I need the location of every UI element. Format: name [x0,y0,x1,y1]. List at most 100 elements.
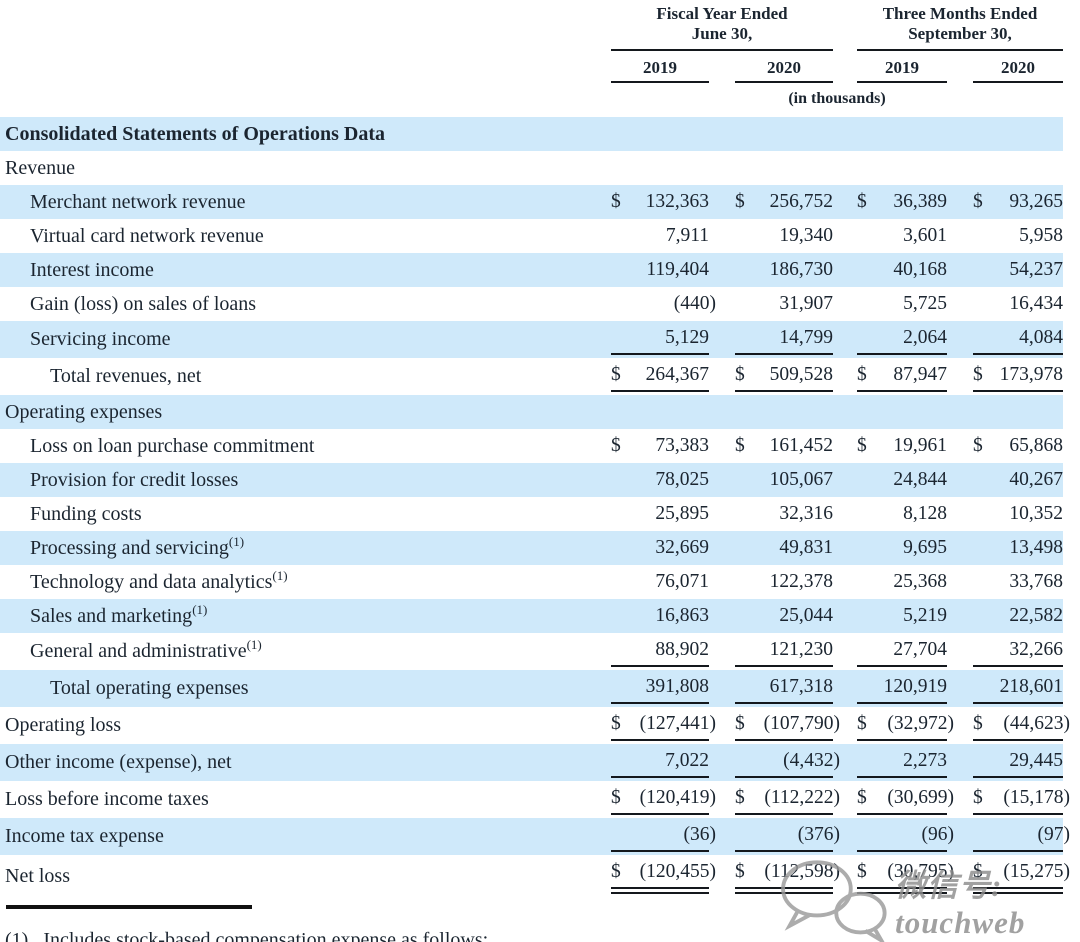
table-row: Revenue [0,151,1063,185]
cell-value: 40,267 [1009,469,1063,490]
row-label: Revenue [5,156,75,179]
row-label: Loss on loan purchase commitment [30,434,315,457]
row-label: Income tax expense [5,825,164,847]
table-row: Technology and data analytics(1) 76,071 … [0,565,1063,599]
cell-value [611,399,709,426]
footnote-text-clipped: (1) Includes stock-based compensation ex… [5,929,489,942]
row-label: Consolidated Statements of Operations Da… [5,122,385,145]
column-group-title: Fiscal Year Ended June 30, [611,4,833,51]
cell-value: 16,863 [655,605,709,626]
cell-value: $ (32,972) [857,710,954,741]
table-row: Virtual card network revenue 7,911 19,34… [0,219,1063,253]
cell-value: 25,368 [893,571,947,592]
row-label: General and administrative(1) [30,637,262,662]
row-label: Servicing income [30,328,171,350]
cell-value: (97) [973,821,1070,852]
cell-value: 32,669 [655,537,709,558]
cell-value: $ (120,419) [611,784,716,815]
column-group-fiscal-year: Fiscal Year Ended June 30, 2019 2020 [611,4,833,83]
cell-value: $ (15,275) [973,858,1070,894]
cell-value: 24,844 [893,469,947,490]
wechat-icon [781,860,887,942]
table-row: Operating expenses [0,395,1063,429]
cell-value: $509,528 [735,361,833,392]
cell-value: 2,064 [857,324,947,355]
cell-value: 49,831 [779,537,833,558]
cell-value: 122,378 [769,571,833,592]
cell-value: 9,695 [903,537,947,558]
cell-value [611,121,709,148]
table-row: Gain (loss) on sales of loans (440) 31,9… [0,287,1063,321]
cell-value: 88,902 [611,636,709,667]
cell-value: $ (120,455) [611,858,716,894]
row-label: Gain (loss) on sales of loans [30,292,257,315]
cell-value: 8,128 [903,503,947,524]
table-row: Income tax expense (36) (376) (96) (97) [0,818,1070,855]
cell-value: $161,452 [735,435,833,456]
row-label: Loss before income taxes [5,788,209,810]
row-label: Total revenues, net [50,365,202,387]
table-row: Loss before income taxes $ (120,419) $ (11… [0,781,1070,818]
cell-value [857,121,947,148]
cell-value: 120,919 [857,673,947,704]
cell-value: 32,316 [779,503,833,524]
cell-value: 22,582 [1009,605,1063,626]
column-group-three-months: Three Months Ended September 30, 2019 20… [857,4,1063,83]
table-row: Servicing income 5,129 14,799 2,064 4,08… [0,321,1063,358]
cell-value: 218,601 [973,673,1063,704]
year-headers: 2019 2020 [611,51,833,83]
row-label: Funding costs [30,502,142,525]
table-row: Provision for credit losses 78,025 105,0… [0,463,1063,497]
cell-value: 31,907 [779,293,833,314]
cell-value: $ (107,790) [735,710,840,741]
cell-value: $256,752 [735,191,833,212]
cell-value: (96) [857,821,954,852]
cell-value: $ (44,623) [973,710,1070,741]
cell-value: 76,071 [655,571,709,592]
cell-value: 14,799 [735,324,833,355]
table-row: General and administrative(1) 88,902 121… [0,633,1063,670]
cell-value [973,121,1063,148]
footnote-marker: (1) [246,637,262,652]
cell-value: 105,067 [769,469,833,490]
table-row: Sales and marketing(1) 16,863 25,044 5,2… [0,599,1063,633]
cell-value: 29,445 [973,747,1063,778]
row-label: Operating expenses [5,400,163,423]
row-label: Net loss [5,864,70,887]
cell-value: $93,265 [973,191,1063,212]
cell-value: 5,958 [1019,225,1063,246]
cell-value: 33,768 [1009,571,1063,592]
units-note: (in thousands) [788,90,886,107]
cell-value: 16,434 [1009,293,1063,314]
table-row: Funding costs 25,895 32,316 8,128 10,352 [0,497,1063,531]
table-row: Processing and servicing(1) 32,669 49,83… [0,531,1063,565]
cell-value: 78,025 [655,469,709,490]
cell-value: (4,432) [735,747,840,778]
table-row: Consolidated Statements of Operations Da… [0,117,1063,151]
cell-value: 2,273 [857,747,947,778]
year-headers: 2019 2020 [857,51,1063,83]
row-label: Operating loss [5,714,122,736]
cell-value: 3,601 [903,225,947,246]
watermark-text: 微信号: touchweb [895,867,1026,940]
cell-value [735,155,833,182]
cell-value: 7,022 [611,747,709,778]
cell-value: 5,219 [903,605,947,626]
cell-value: 391,808 [611,673,709,704]
cell-value: 4,084 [973,324,1063,355]
operations-data-table: Fiscal Year Ended June 30, 2019 2020 Thr… [0,4,1070,894]
cell-value [973,155,1063,182]
year-header: 2020 [735,51,833,83]
cell-value [857,155,947,182]
cell-value: 119,404 [646,259,709,280]
cell-value: $87,947 [857,361,947,392]
row-label: Virtual card network revenue [30,224,264,247]
cell-value: $65,868 [973,435,1063,456]
row-label: Total operating expenses [50,677,249,699]
table-row: Total operating expenses 391,808 617,318… [0,670,1063,707]
units-note-row: (in thousands) [0,83,1063,117]
cell-value: 7,911 [665,225,709,246]
cell-value: 32,266 [973,636,1063,667]
cell-value [735,121,833,148]
